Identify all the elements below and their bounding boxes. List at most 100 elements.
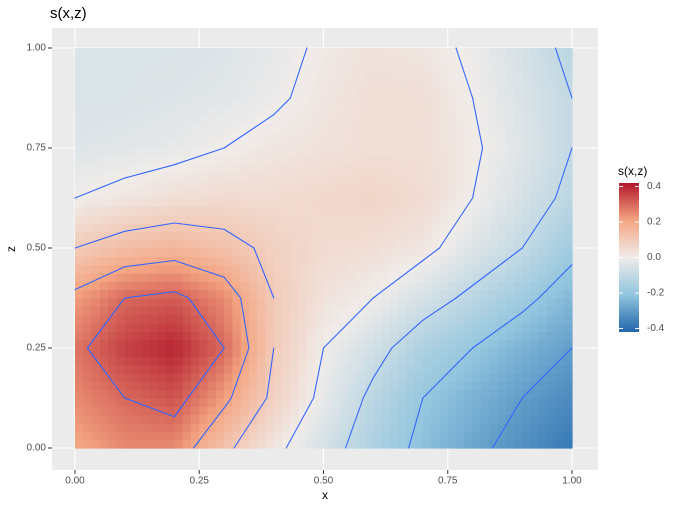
heat-cell — [248, 356, 258, 366]
heat-cell — [530, 156, 540, 166]
heat-cell — [555, 173, 565, 182]
heat-cell — [166, 356, 175, 366]
heat-cell — [381, 306, 391, 316]
heat-cell — [398, 248, 407, 257]
heat-cell — [522, 406, 532, 416]
heat-cell — [398, 223, 407, 232]
heat-cell — [298, 256, 308, 266]
heat-cell — [522, 148, 532, 157]
heat-cell — [232, 356, 242, 366]
heat-cell — [132, 264, 142, 274]
heat-cell — [431, 431, 441, 441]
heat-cell — [439, 156, 449, 166]
heat-cell — [124, 314, 134, 324]
heat-cell — [273, 364, 283, 374]
heat-cell — [389, 181, 399, 191]
heat-cell — [75, 423, 84, 432]
heat-cell — [149, 131, 159, 141]
heat-cell — [514, 423, 523, 432]
heat-cell — [265, 314, 275, 324]
heat-cell — [331, 248, 341, 257]
heat-cell — [547, 123, 557, 132]
heat-cell — [497, 398, 507, 407]
heat-cell — [306, 164, 316, 174]
heat-cell — [215, 81, 225, 91]
heat-cell — [298, 248, 308, 257]
heat-cell — [340, 123, 349, 132]
heat-cell — [207, 181, 217, 191]
heat-cell — [480, 439, 490, 449]
heat-cell — [157, 339, 167, 349]
heat-cell — [563, 414, 573, 424]
heat-cell — [456, 406, 465, 416]
heat-cell — [273, 256, 283, 266]
heat-cell — [422, 48, 432, 57]
heat-cell — [116, 156, 126, 166]
heat-cell — [182, 381, 192, 391]
heat-cell — [157, 89, 167, 99]
heat-cell — [157, 406, 167, 416]
heat-cell — [149, 273, 159, 282]
heat-cell — [207, 156, 217, 166]
heat-cell — [464, 164, 474, 174]
heat-cell — [190, 423, 200, 432]
heat-cell — [555, 398, 565, 407]
heat-cell — [91, 389, 101, 399]
heat-cell — [199, 81, 209, 91]
heat-cell — [91, 431, 101, 441]
heat-cell — [75, 314, 84, 324]
heat-cell — [99, 306, 109, 316]
heat-cell — [323, 148, 333, 157]
heat-cell — [199, 406, 209, 416]
heat-cell — [464, 298, 474, 307]
contour-segment — [223, 276, 242, 299]
heat-cell — [290, 248, 300, 257]
heat-cell — [182, 239, 192, 249]
heat-cell — [348, 364, 358, 374]
heat-cell — [232, 314, 242, 324]
heat-cell — [306, 373, 316, 382]
heat-cell — [414, 131, 424, 141]
heat-cell — [116, 148, 126, 157]
heat-cell — [480, 389, 490, 399]
heat-cell — [406, 439, 416, 449]
heat-cell — [480, 298, 490, 307]
heat-cell — [83, 81, 93, 91]
heat-cell — [132, 173, 142, 182]
heat-cell — [290, 173, 300, 182]
heat-cell — [522, 198, 532, 207]
heat-cell — [190, 231, 200, 241]
heat-cell — [108, 164, 118, 174]
heat-cell — [199, 181, 209, 191]
heat-cell — [273, 439, 283, 449]
heat-cell — [124, 264, 134, 274]
heat-cell — [480, 156, 490, 166]
heat-cell — [174, 89, 184, 99]
heat-cell — [447, 114, 457, 124]
heat-cell — [215, 131, 225, 141]
heat-cell — [340, 256, 349, 266]
heat-cell — [315, 431, 325, 441]
heat-cell — [149, 331, 159, 341]
heat-cell — [248, 289, 258, 299]
heat-cell — [257, 106, 267, 116]
heat-cell — [157, 48, 167, 57]
heat-cell — [348, 431, 358, 441]
heat-cell — [489, 64, 499, 74]
contour-segment — [472, 247, 523, 287]
heat-cell — [257, 98, 267, 107]
heat-cell — [306, 381, 316, 391]
heat-cell — [497, 148, 507, 157]
contour-segment — [253, 247, 275, 299]
heat-cell — [530, 239, 540, 249]
contour-segment — [86, 297, 126, 349]
heat-cell — [398, 56, 407, 66]
heat-cell — [414, 231, 424, 241]
heat-cell — [373, 231, 383, 241]
heat-cell — [331, 348, 341, 357]
heat-cell — [224, 81, 233, 91]
heat-cell — [75, 239, 84, 249]
heat-cell — [116, 214, 126, 224]
heat-cell — [75, 414, 84, 424]
heat-cell — [306, 81, 316, 91]
